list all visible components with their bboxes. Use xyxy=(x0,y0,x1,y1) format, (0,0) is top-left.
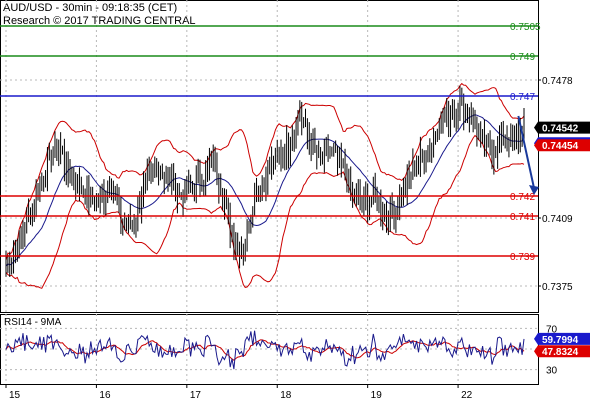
rsi-label: RSI14 - 9MA xyxy=(4,317,62,328)
moving-average xyxy=(5,114,525,267)
rsi-value-badge-bg xyxy=(534,332,590,345)
y-tick-label: 0.7478 xyxy=(542,76,573,87)
level-label-support: 0.742 xyxy=(510,192,535,203)
current-price-badge: 0.74542 xyxy=(542,124,579,135)
rsi-tick-label: 30 xyxy=(546,366,558,377)
projection-arrow xyxy=(517,115,535,189)
rsi-line xyxy=(5,330,525,370)
current-price-badge-bg xyxy=(534,121,590,134)
copyright-line: Research © 2017 TRADING CENTRAL xyxy=(3,15,196,27)
x-tick-label: 18 xyxy=(280,390,292,400)
x-tick-label: 17 xyxy=(190,390,202,400)
x-tick-label: 15 xyxy=(9,390,21,400)
ohlc-bars xyxy=(5,85,525,277)
level-label-resistance: 0.749 xyxy=(510,52,535,63)
x-tick-label: 19 xyxy=(371,390,383,400)
rsi-value-badge: 59.7994 xyxy=(542,335,579,346)
rsi-ma-badge: 47.8324 xyxy=(542,347,579,358)
chart-title: AUD/USD - 30min - 09:18:35 (CET) xyxy=(3,2,178,14)
y-tick-label: 0.7375 xyxy=(542,282,573,293)
price-panel-frame xyxy=(0,0,539,313)
bb-value-badge: 0.74454 xyxy=(542,141,579,152)
arrow-head xyxy=(529,185,539,195)
rsi-ma-badge-bg xyxy=(534,345,590,358)
level-label-support: 0.741 xyxy=(510,212,535,223)
level-label-support: 0.739 xyxy=(510,252,535,263)
level-label-resistance: 0.7505 xyxy=(510,22,541,33)
y-tick-label: 0.7409 xyxy=(542,214,573,225)
level-label-pivot: 0.747 xyxy=(510,92,535,103)
x-tick-label: 16 xyxy=(99,390,111,400)
x-tick-label: 22 xyxy=(461,390,473,400)
rsi-tick-label: 70 xyxy=(546,324,558,335)
bollinger-lower xyxy=(5,134,525,289)
bb-value-badge-bg xyxy=(534,139,590,152)
bollinger-upper xyxy=(5,82,525,261)
